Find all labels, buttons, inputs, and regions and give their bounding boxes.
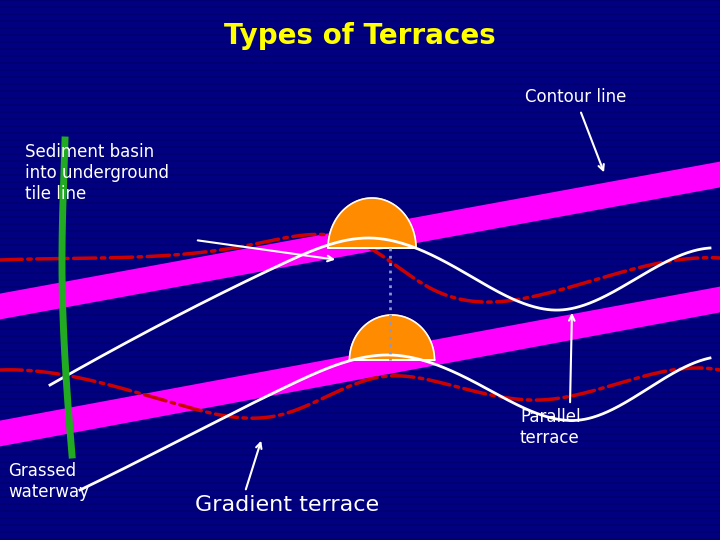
Polygon shape (349, 315, 434, 360)
Text: Grassed
waterway: Grassed waterway (8, 462, 89, 501)
Text: Contour line: Contour line (525, 88, 626, 106)
Text: Types of Terraces: Types of Terraces (224, 22, 496, 50)
Polygon shape (328, 198, 416, 248)
Text: Parallel
terrace: Parallel terrace (520, 408, 580, 447)
Text: Gradient terrace: Gradient terrace (195, 495, 379, 515)
Text: Sediment basin
into underground
tile line: Sediment basin into underground tile lin… (25, 143, 169, 202)
